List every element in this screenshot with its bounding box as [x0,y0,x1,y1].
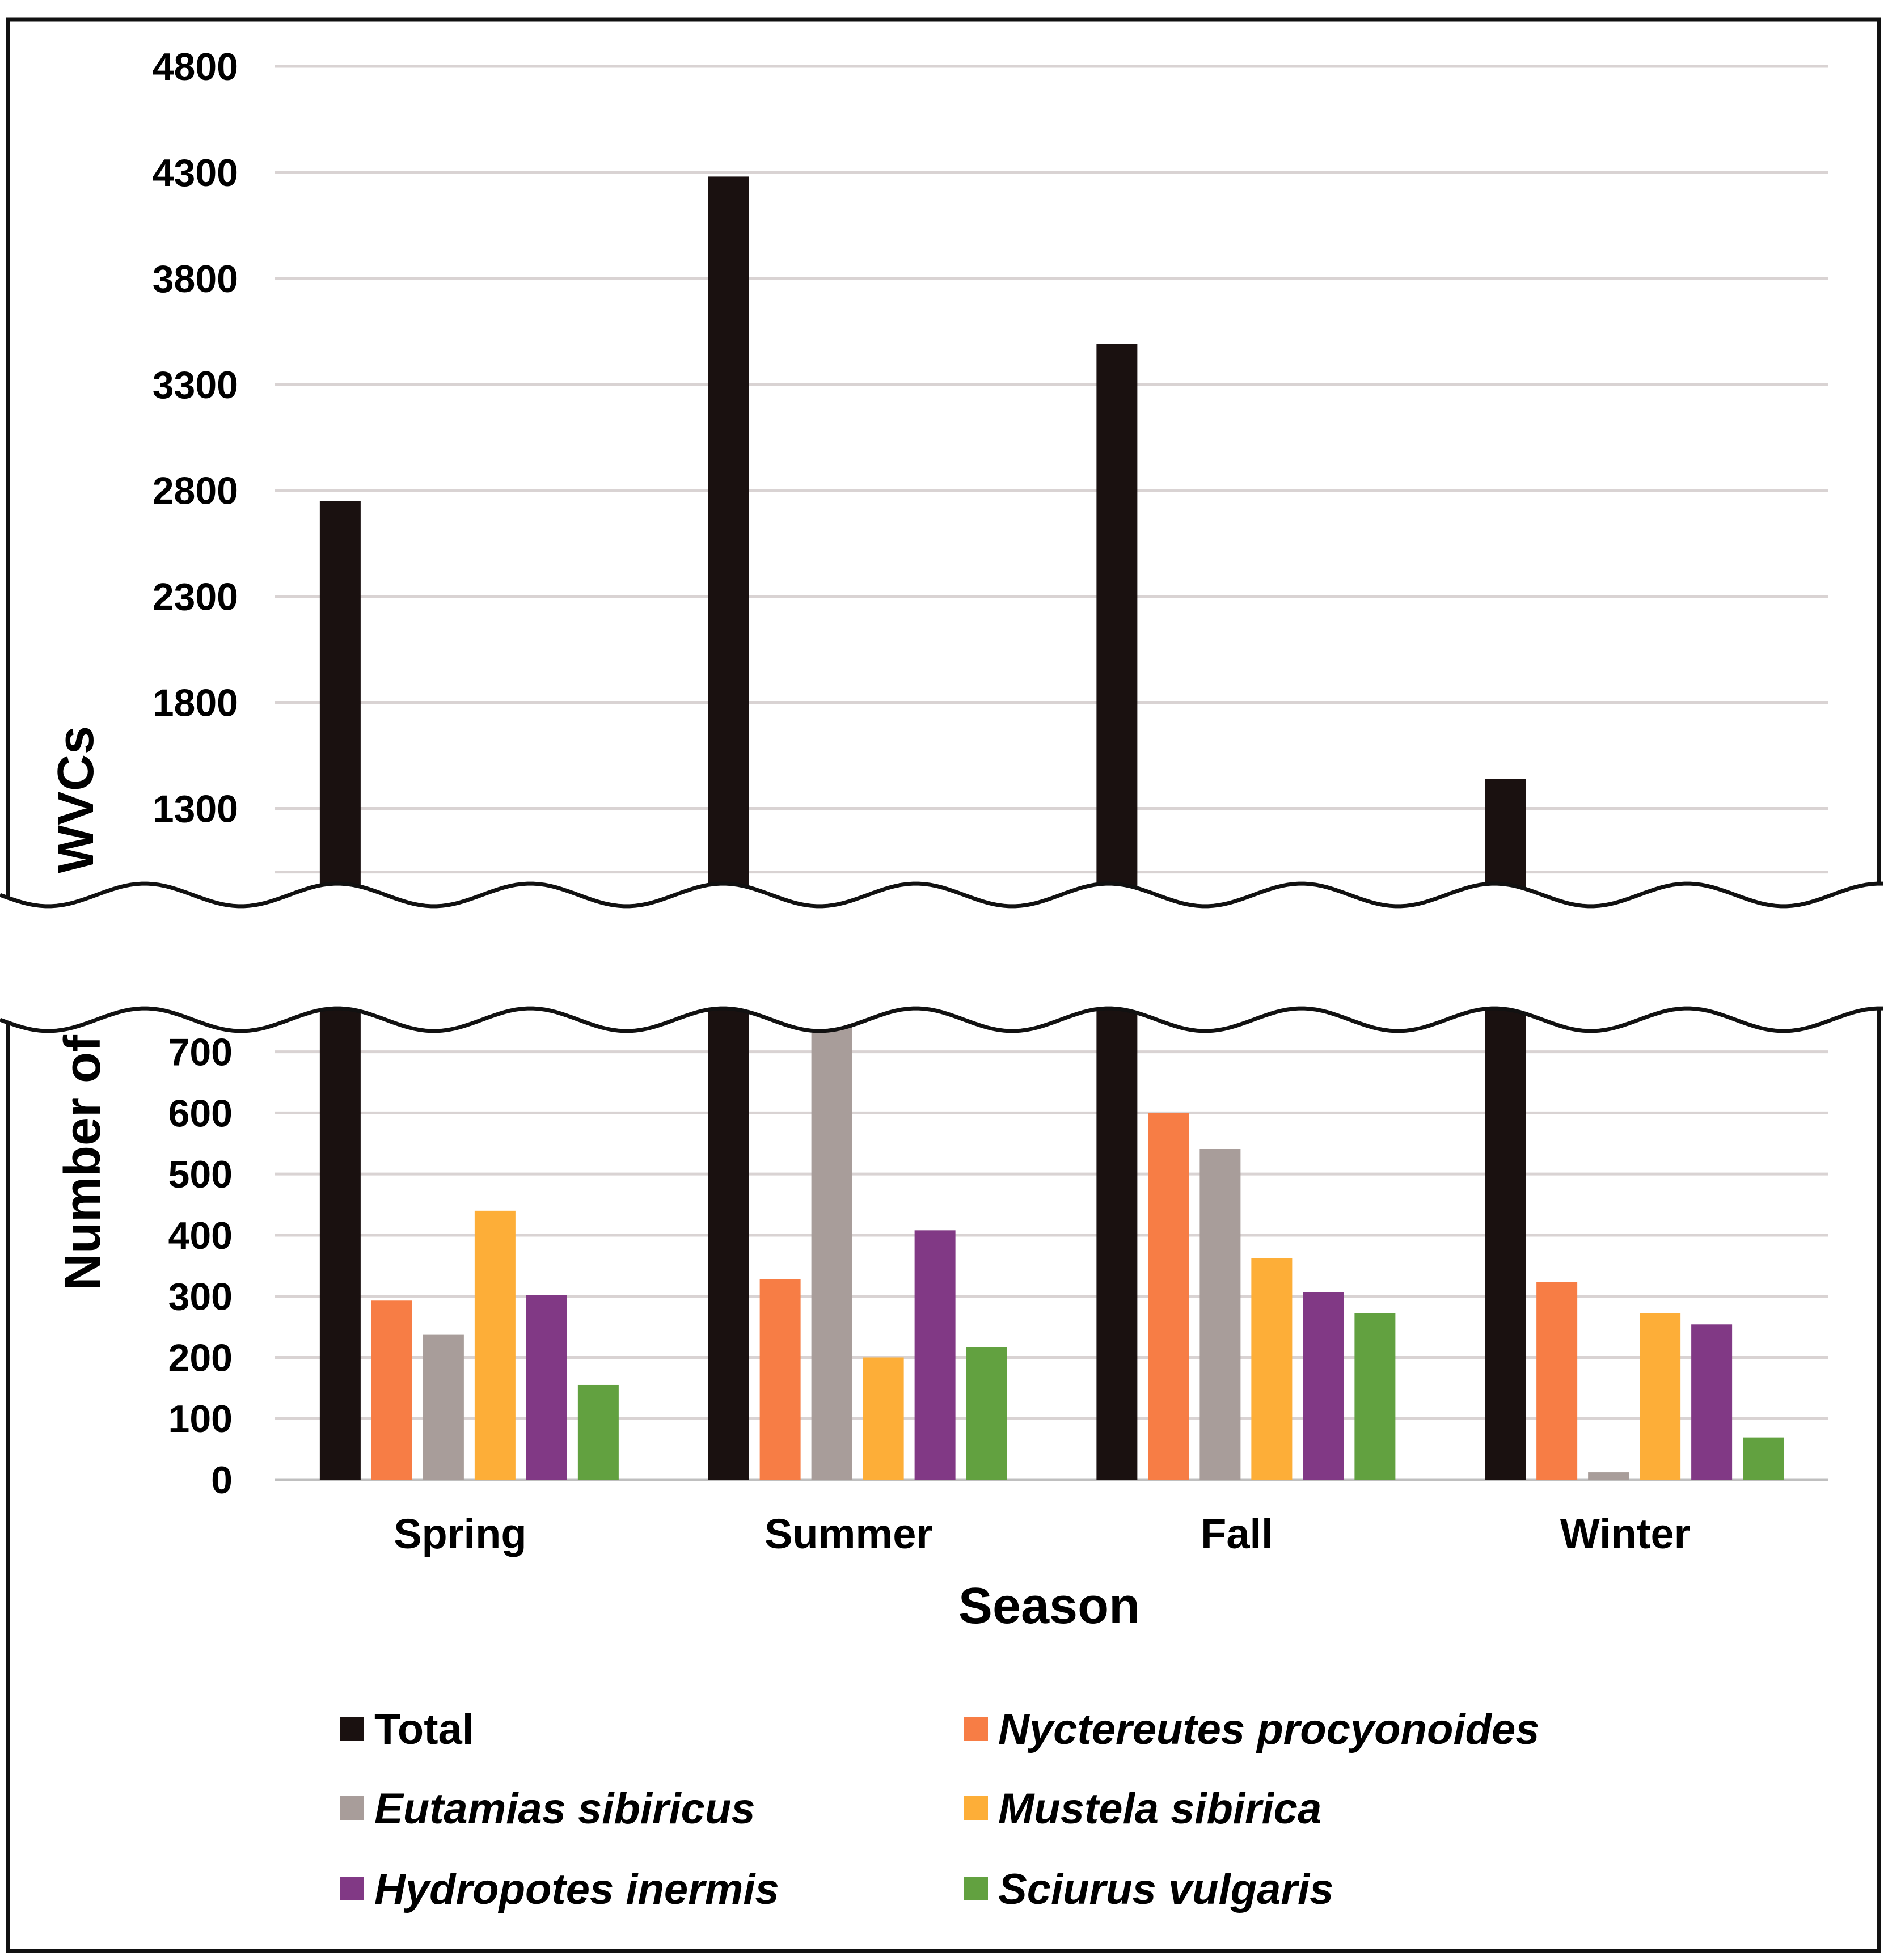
x-category-label: Fall [1201,1510,1273,1557]
y-tick-label: 4800 [153,45,238,88]
bar-total-lower [708,992,749,1480]
break-line-top [0,881,1883,909]
bar-total-upper [319,501,361,916]
legend-label: Mustela sibirica [998,1785,1321,1833]
legend-label: Sciurus vulgaris [998,1865,1333,1913]
y-tick-label: 100 [168,1397,233,1441]
y-tick-label: 600 [168,1092,233,1135]
legend-swatch [340,1796,364,1820]
x-axis-title: Season [958,1578,1140,1634]
bar-eutamias-sibiricus [1588,1472,1629,1480]
bar-total-lower [319,992,361,1480]
legend-swatch [340,1877,364,1900]
y-tick-label: 300 [168,1275,233,1319]
break-band [0,884,1888,1031]
bar-sciurus-vulgaris [1354,1313,1396,1480]
bar-nyctereutes-procyonoides [759,1279,801,1480]
bar-mustela-sibirica [474,1210,516,1480]
legend-swatch [340,1717,364,1741]
legend-label: Nyctereutes procyonoides [998,1705,1540,1754]
y-tick-label: 2300 [153,576,238,619]
legend-swatch [964,1717,988,1741]
bar-eutamias-sibiricus [1199,1149,1241,1480]
bar-eutamias-sibiricus [811,1020,852,1480]
bar-hydropotes-inermis [526,1295,567,1480]
bar-sciurus-vulgaris [1743,1437,1784,1480]
break-line-bottom [0,1006,1883,1033]
bars [319,176,1784,1480]
bar-eutamias-sibiricus [423,1334,464,1480]
y-tick-label: 2800 [153,470,238,513]
bar-total-upper [1096,344,1138,916]
bar-mustela-sibirica [863,1357,904,1480]
bar-mustela-sibirica [1251,1258,1293,1480]
legend-swatch [964,1796,988,1820]
bar-mustela-sibirica [1640,1313,1681,1480]
bar-sciurus-vulgaris [577,1384,619,1480]
bar-hydropotes-inermis [1691,1324,1733,1480]
y-axis-title-lower: Number of [54,1034,111,1290]
bar-total-lower [1096,992,1138,1480]
y-axis-title-upper: WVCs [48,726,104,873]
bar-nyctereutes-procyonoides [371,1300,412,1480]
legend-label: Eutamias sibiricus [374,1785,755,1833]
x-category-label: Summer [765,1510,932,1557]
bar-nyctereutes-procyonoides [1536,1282,1578,1480]
y-tick-label: 0 [211,1459,233,1502]
axis-break [0,881,1888,1033]
y-tick-labels: 0 100 200 300 400 500 600 700 1300 1800 2300 2800 33… [153,45,238,1502]
y-tick-label: 700 [168,1031,233,1074]
y-tick-label: 200 [168,1336,233,1379]
bar-hydropotes-inermis [914,1230,956,1480]
x-category-labels: Spring Summer Fall Winter [394,1510,1690,1557]
x-category-label: Winter [1560,1510,1691,1557]
legend-label: Hydropotes inermis [374,1865,779,1913]
bar-nyctereutes-procyonoides [1148,1113,1189,1480]
y-tick-label: 3800 [153,257,238,301]
y-tick-label: 4300 [153,151,238,195]
y-tick-label: 3300 [153,364,238,407]
bar-sciurus-vulgaris [966,1347,1007,1480]
legend: Total Nyctereutes procyonoides Eutamias si… [340,1705,1540,1913]
y-tick-label: 1300 [153,787,238,830]
legend-label: Total [374,1705,474,1754]
x-category-label: Spring [394,1510,526,1557]
bar-total-lower [1485,992,1526,1480]
bar-total-upper [708,176,749,916]
y-tick-label: 400 [168,1214,233,1257]
y-tick-label: 500 [168,1153,233,1196]
bar-hydropotes-inermis [1303,1292,1344,1480]
y-tick-label: 1800 [153,682,238,725]
legend-swatch [964,1877,988,1900]
